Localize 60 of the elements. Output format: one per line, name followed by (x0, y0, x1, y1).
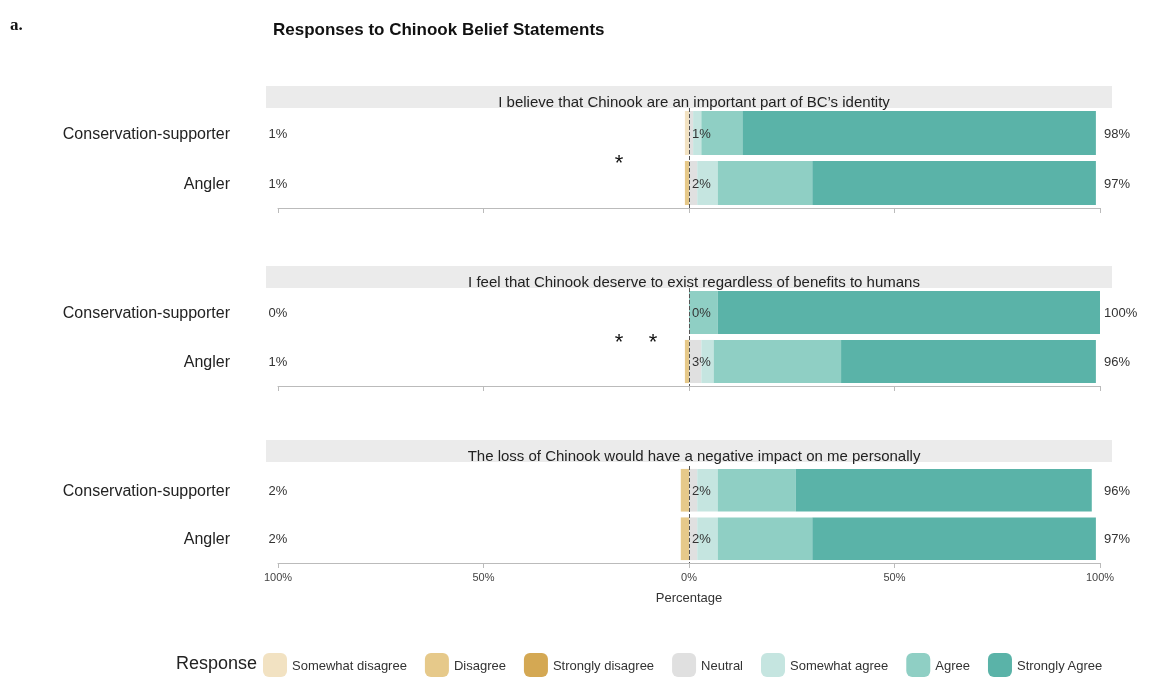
text: 97% (1104, 531, 1131, 547)
legend-label: Strongly disagree (552, 657, 655, 673)
bar (680, 517, 689, 561)
annotation: 3% (692, 354, 712, 369)
annotation: 2% (692, 482, 712, 498)
annotation: 2% (692, 531, 712, 547)
bar (684, 161, 689, 205)
annotation: 1% (268, 125, 288, 141)
bar (812, 517, 1096, 561)
bar (680, 468, 689, 512)
annotation: 2% (268, 482, 288, 498)
bar (717, 517, 813, 561)
bar (684, 339, 689, 384)
annotation: 1% (268, 175, 288, 191)
bar (717, 468, 796, 512)
annotation: 0% (268, 305, 288, 320)
bar (684, 111, 689, 155)
x-tick-label: 50% (472, 570, 495, 583)
bar (795, 468, 1092, 512)
x-tick-label: 50% (883, 570, 906, 583)
legend-label: Neutral (701, 657, 744, 673)
x-tick-label: 100% (263, 570, 293, 583)
legend-label: Agree (935, 657, 970, 673)
annotation: * (648, 328, 658, 354)
bar (713, 339, 842, 384)
x-tick-label: 0% (681, 570, 698, 583)
x-axis-title: Percentage (655, 590, 723, 605)
y-tick-label: Angler (183, 530, 231, 548)
chart-title: Responses to Chinook Belief Statements (273, 20, 605, 39)
text: a. (10, 15, 23, 34)
text: 96% (1104, 354, 1131, 369)
annotation: * (614, 328, 624, 354)
legend-label: Strongly Agree (1016, 657, 1103, 673)
legend-title: Response (176, 653, 258, 673)
bar (812, 161, 1096, 205)
annotation: * (614, 149, 624, 175)
y-tick-label: Conservation-supporter (62, 124, 231, 142)
annotation: 1% (268, 354, 288, 369)
bar (717, 161, 813, 205)
annotation: 2% (692, 175, 712, 191)
text: 97% (1104, 175, 1131, 191)
annotation: 1% (692, 125, 712, 141)
chart-subtitle: The loss of Chinook would have a negative impact on me personally (467, 447, 921, 464)
legend-label: Disagree (453, 657, 506, 673)
chart-subtitle: I believe that Chinook are an important part of BC’s identity (498, 93, 891, 110)
legend-label: Somewhat agree (790, 657, 889, 673)
y-tick-label: Conservation-supporter (62, 481, 231, 499)
legend-label: Somewhat disagree (292, 657, 407, 673)
y-tick-label: Angler (183, 174, 231, 192)
text: 96% (1104, 482, 1131, 498)
text: 100% (1104, 305, 1138, 320)
annotation: 2% (268, 531, 288, 547)
annotation: 0% (692, 305, 712, 320)
chart-subtitle: I feel that Chinook deserve to exist regardless of benefits to humans (468, 273, 920, 290)
y-tick-label: Conservation-supporter (62, 304, 231, 321)
text: 98% (1104, 125, 1131, 141)
x-tick-label: 100% (1085, 570, 1115, 583)
y-tick-label: Angler (183, 353, 231, 370)
bar (841, 339, 1096, 384)
bar (742, 111, 1096, 155)
